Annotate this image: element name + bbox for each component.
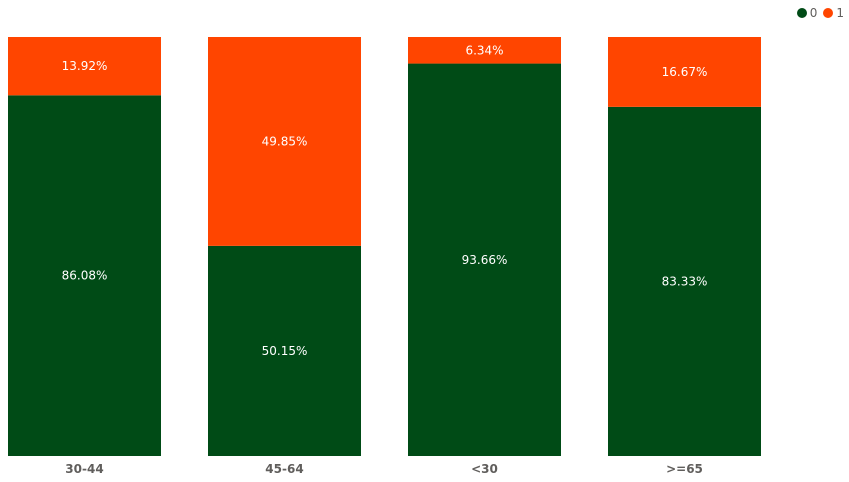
x-tick-label-0: 30-44 bbox=[65, 462, 103, 476]
data-label->=65-series-0: 83.33% bbox=[662, 274, 708, 288]
bar-segment-<30-series-1[interactable] bbox=[408, 37, 561, 64]
data-label-45-64-series-1: 49.85% bbox=[262, 134, 308, 148]
data-label->=65-series-1: 16.67% bbox=[662, 65, 708, 79]
bar-segment-30-44-series-0[interactable] bbox=[8, 95, 161, 456]
bar-segment-<30-series-0[interactable] bbox=[408, 63, 561, 456]
bar-segment->=65-series-0[interactable] bbox=[608, 106, 761, 457]
data-label-<30-series-1: 6.34% bbox=[465, 43, 503, 57]
data-label-30-44-series-1: 13.92% bbox=[62, 59, 108, 73]
x-tick-label-3: >=65 bbox=[666, 462, 703, 476]
bar-segment->=65-series-1[interactable] bbox=[608, 37, 761, 107]
bar-segment-30-44-series-1[interactable] bbox=[8, 37, 161, 96]
legend-label-1: 1 bbox=[836, 6, 844, 20]
legend-item-0[interactable]: 0 bbox=[796, 6, 818, 20]
x-tick-label-2: <30 bbox=[471, 462, 498, 476]
x-tick-label-1: 45-64 bbox=[265, 462, 303, 476]
data-label-<30-series-0: 93.66% bbox=[462, 253, 508, 267]
bar-segment-45-64-series-0[interactable] bbox=[208, 245, 361, 456]
legend-label-0: 0 bbox=[809, 6, 818, 20]
bar-segment-45-64-series-1[interactable] bbox=[208, 37, 361, 246]
legend: 0 1 bbox=[791, 6, 844, 20]
legend-swatch-1 bbox=[823, 8, 834, 18]
data-label-45-64-series-0: 50.15% bbox=[262, 344, 308, 358]
legend-swatch-0 bbox=[796, 8, 807, 18]
data-label-30-44-series-0: 86.08% bbox=[62, 269, 108, 283]
legend-item-1[interactable]: 1 bbox=[823, 6, 844, 20]
